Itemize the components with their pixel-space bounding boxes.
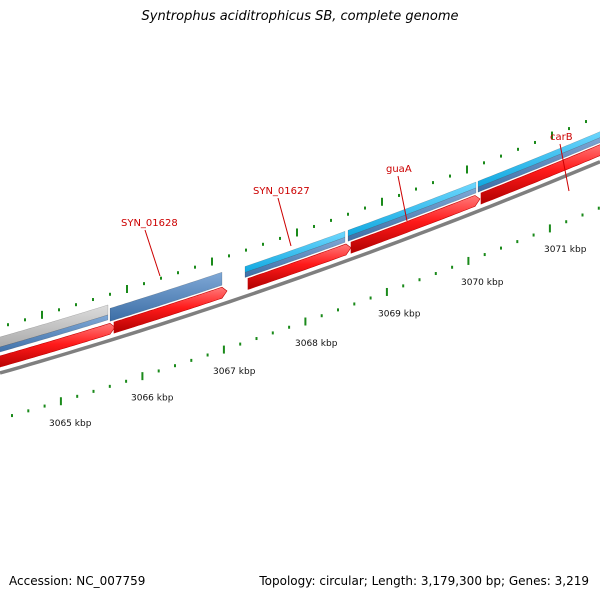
cds-arrow [350, 195, 481, 254]
gene-bar [477, 131, 600, 188]
gene-label[interactable]: guaA [386, 164, 412, 175]
scale-label: 3068 kbp [295, 339, 338, 349]
scale-label: 3067 kbp [213, 367, 256, 377]
scale-label: 3069 kbp [378, 309, 421, 319]
scale-label: 3065 kbp [49, 419, 92, 429]
gene-label-leader [144, 229, 161, 277]
genome-backbone [0, 160, 600, 375]
gene-label-layer: SYN_01628 SYN_01627 guaA carB [121, 132, 573, 277]
genome-summary: Topology: circular; Length: 3,179,300 bp… [259, 574, 589, 588]
gene-label-leader [397, 175, 408, 222]
cds-track [0, 144, 600, 368]
gene-bar [109, 271, 223, 322]
scale-label-layer: 3065 kbp 3066 kbp 3067 kbp 3068 kbp 3069 kbp… [49, 245, 587, 429]
gene-label[interactable]: SYN_01628 [121, 218, 178, 229]
gene-bar [0, 314, 109, 353]
scale-label: 3071 kbp [544, 245, 587, 255]
cds-arrow [247, 243, 352, 290]
gene-label-leader [277, 197, 292, 247]
accession-label: Accession: NC_007759 [9, 574, 146, 588]
gene-label[interactable]: SYN_01627 [253, 186, 310, 197]
gene-bar [244, 236, 346, 278]
cds-arrow [0, 322, 116, 368]
scale-tick-row [11, 206, 600, 418]
cds-arrow [480, 144, 600, 205]
page-title: Syntrophus aciditrophicus SB, complete g… [141, 9, 459, 24]
scale-label: 3070 kbp [461, 278, 504, 288]
gene-label-leader [559, 143, 570, 192]
gene-bar [477, 137, 600, 193]
scale-label: 3066 kbp [131, 394, 174, 404]
gene-label[interactable]: carB [550, 132, 573, 143]
gene-track [0, 131, 600, 353]
outer-tick-row [7, 120, 587, 327]
cds-arrow [113, 286, 228, 334]
gene-bar [347, 187, 477, 242]
